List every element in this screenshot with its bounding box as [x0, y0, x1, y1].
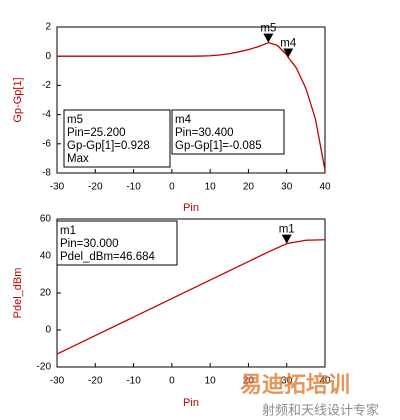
y-tick-label: -20 — [37, 362, 52, 373]
marker-name: m4 — [280, 37, 297, 49]
x-tick-label: -10 — [126, 376, 141, 387]
x-tick-label: -30 — [50, 182, 65, 193]
marker-triangle — [283, 48, 294, 58]
x-tick-label: 20 — [243, 182, 255, 193]
x-tick-label: -20 — [88, 376, 103, 387]
data-line — [57, 41, 326, 171]
y-axis-label: Gp-Gp[1] — [12, 77, 24, 122]
marker-box-line: Pin=30.000 — [60, 238, 119, 250]
marker-box-line: Pdel_dBm=46.684 — [60, 251, 156, 263]
x-tick-label: -10 — [126, 182, 141, 193]
marker-box-name: m4 — [175, 114, 192, 126]
y-tick-label: -8 — [42, 168, 51, 179]
marker-box-name: m1 — [60, 225, 76, 237]
x-tick-label: 10 — [205, 376, 217, 387]
y-tick-label: 20 — [40, 288, 52, 299]
marker-box-line: Gp-Gp[1]=0.928 — [67, 140, 150, 152]
x-tick-label: 20 — [243, 376, 255, 387]
marker-box-name: m5 — [67, 114, 83, 126]
y-tick-label: -6 — [42, 138, 51, 149]
data-line — [56, 239, 326, 355]
x-tick-label: 40 — [319, 182, 331, 193]
x-tick-label: -30 — [50, 376, 65, 387]
marker-name: m5 — [260, 23, 276, 35]
y-tick-label: -4 — [42, 109, 51, 120]
marker-box — [171, 109, 285, 155]
x-axis-label: Pin — [183, 397, 199, 409]
marker-triangle — [281, 234, 292, 244]
watermark-subtitle: 射频和天线设计专家 — [262, 402, 379, 417]
x-tick-label: 30 — [281, 182, 293, 193]
y-tick-label: 0 — [45, 325, 51, 336]
marker-name: m1 — [279, 224, 295, 236]
y-tick-label: 40 — [40, 251, 52, 262]
marker-box-line: Pin=25.200 — [67, 127, 126, 139]
y-tick-label: 2 — [45, 22, 51, 33]
x-tick-label: -20 — [88, 182, 103, 193]
marker-box-line: Pin=30.400 — [175, 127, 234, 139]
marker-triangle — [263, 33, 274, 43]
x-tick-label: 0 — [169, 376, 175, 387]
x-tick-label: 0 — [169, 182, 175, 193]
x-axis-label: Pin — [183, 202, 199, 214]
marker-box — [56, 220, 178, 266]
y-tick-label: -2 — [42, 80, 51, 91]
y-tick-label: 0 — [45, 51, 51, 62]
x-tick-label: 10 — [205, 182, 217, 193]
y-tick-label: 60 — [40, 214, 52, 225]
watermark-title: 易迪拓培训 — [240, 372, 350, 397]
y-axis-label: Pdel_dBm — [12, 268, 24, 319]
x-tick-label: 40 — [319, 376, 331, 387]
marker-box — [63, 109, 171, 168]
marker-box-line: Gp-Gp[1]=-0.085 — [175, 140, 262, 152]
marker-box-line: Max — [67, 153, 89, 165]
x-tick-label: 30 — [281, 376, 293, 387]
